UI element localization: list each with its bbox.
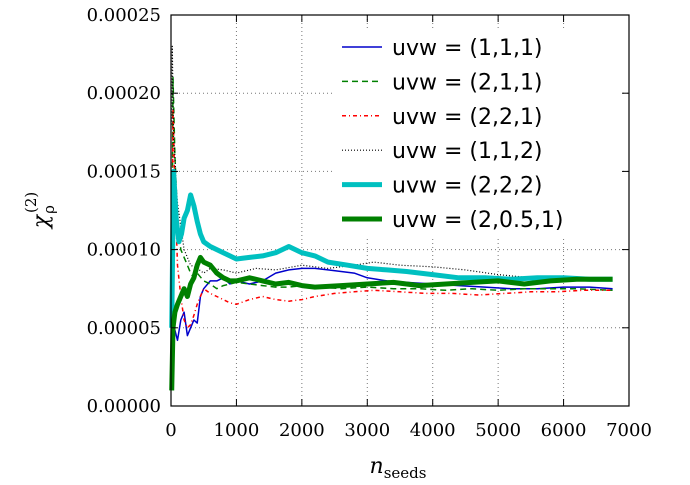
x-tick-label: 5000 [475, 420, 521, 441]
x-tick-label: 1000 [214, 420, 260, 441]
y-axis-label-main: χ [29, 213, 54, 230]
series-line-3 [171, 45, 613, 282]
series-layer [169, 45, 613, 391]
y-axis-label: χρ(2) [22, 192, 58, 230]
x-tick-label: 6000 [541, 420, 587, 441]
series-line-1 [170, 76, 613, 328]
plot-frame [170, 14, 630, 407]
x-axis-label: nseeds [370, 454, 427, 482]
ytick-labels: 0.00000 0.00005 0.00010 0.00015 0.00020 0.000… [87, 5, 161, 417]
ticks [170, 14, 630, 407]
y-tick-label: 0.00005 [87, 318, 161, 339]
legend-background [332, 29, 622, 238]
x-tick-label: 0 [165, 420, 176, 441]
y-tick-label: 0.00015 [87, 161, 161, 182]
x-axis-label-main: n [370, 454, 384, 479]
xtick-labels: 0 1000 2000 3000 4000 5000 6000 7000 [165, 420, 652, 441]
legend-label-2: uvw = (2,2,1) [392, 105, 543, 130]
x-axis-label-sub: seeds [384, 464, 427, 482]
y-tick-label: 0.00020 [87, 83, 161, 104]
y-axis-label-sub: ρ [40, 205, 58, 214]
series-line-2 [170, 108, 613, 329]
y-tick-label: 0.00010 [87, 240, 161, 261]
x-tick-label: 2000 [279, 420, 325, 441]
x-tick-label: 4000 [410, 420, 456, 441]
legend-label-5: uvw = (2,0.5,1) [392, 208, 564, 233]
y-tick-label: 0.00000 [87, 396, 161, 417]
y-tick-label: 0.00025 [87, 5, 161, 26]
legend: uvw = (1,1,1) uvw = (2,1,1) uvw = (2,2,1) u… [342, 36, 564, 233]
x-tick-label: 3000 [344, 420, 390, 441]
y-axis-label-sup: (2) [22, 192, 40, 213]
svg-text:χρ(2): χρ(2) [22, 192, 58, 230]
x-tick-label: 7000 [606, 420, 652, 441]
legend-label-4: uvw = (2,2,2) [392, 174, 543, 199]
series-line-0 [170, 267, 613, 360]
legend-label-3: uvw = (1,1,2) [392, 139, 543, 164]
series-line-4 [169, 168, 613, 328]
series-line-5 [169, 254, 613, 391]
legend-label-0: uvw = (1,1,1) [392, 36, 543, 61]
legend-label-1: uvw = (2,1,1) [392, 70, 543, 95]
